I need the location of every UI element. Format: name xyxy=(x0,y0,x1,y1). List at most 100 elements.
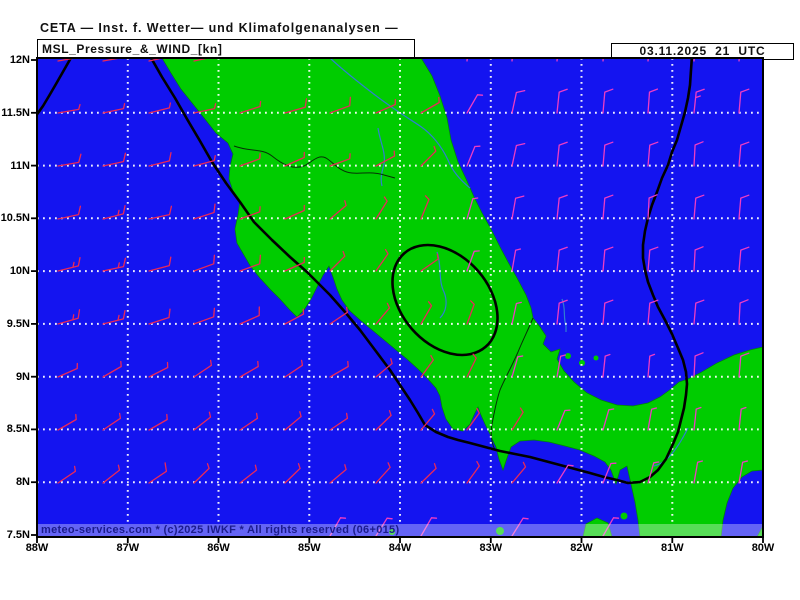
wind-barb xyxy=(329,306,349,325)
island xyxy=(620,512,628,520)
wind-barb xyxy=(148,413,168,431)
wind-barbs-layer xyxy=(57,58,750,537)
wind-barb xyxy=(693,299,705,325)
wind-barb xyxy=(193,411,212,431)
wind-barb xyxy=(57,413,77,431)
wind-barb xyxy=(239,360,259,378)
datetime-label-box: 03.11.2025 21 UTC xyxy=(611,43,794,60)
wind-barb xyxy=(511,142,526,167)
country-border xyxy=(233,145,396,179)
wind-barb xyxy=(102,464,121,484)
wind-barb xyxy=(102,257,127,272)
wind-barb xyxy=(193,103,217,114)
wind-barb xyxy=(375,302,391,325)
wind-barb xyxy=(375,98,396,114)
wind-barb xyxy=(329,200,347,220)
wind-barb xyxy=(57,103,81,114)
wind-barb xyxy=(511,461,527,484)
wind-barb xyxy=(738,299,749,325)
wind-barb xyxy=(511,517,529,537)
wind-barb xyxy=(239,306,260,325)
island xyxy=(389,529,395,535)
wind-barb xyxy=(239,100,262,114)
wind-barb xyxy=(693,194,705,220)
wind-barb xyxy=(511,407,524,431)
lat-tick-label: 11N xyxy=(10,159,30,172)
wind-barb xyxy=(329,250,346,272)
wind-barb xyxy=(375,150,396,167)
wind-barb xyxy=(647,194,658,220)
wind-barb xyxy=(102,204,126,220)
wind-barb xyxy=(193,463,210,484)
wind-barb xyxy=(57,205,82,220)
wind-barb xyxy=(57,58,79,62)
wind-barb xyxy=(420,354,434,378)
wind-barb xyxy=(556,88,568,114)
wind-barb xyxy=(102,58,124,62)
axis-ticks xyxy=(31,59,764,543)
wind-barb xyxy=(602,462,617,484)
wind-barb xyxy=(602,408,615,431)
central-america-landmass xyxy=(161,58,763,537)
wind-barb xyxy=(148,256,172,272)
wind-barb xyxy=(466,407,480,431)
wind-barb xyxy=(693,352,704,378)
wind-barb xyxy=(102,152,127,167)
wind-barb xyxy=(284,463,301,484)
wind-barb xyxy=(239,464,258,484)
wind-barb xyxy=(284,359,304,378)
wind-barb xyxy=(102,309,126,325)
wind-barb xyxy=(375,517,393,537)
country-border xyxy=(490,317,534,451)
isobar-closed-contour xyxy=(391,243,499,357)
wind-barb xyxy=(375,248,389,272)
wind-barb xyxy=(511,195,525,220)
lat-tick-label: 7.5N xyxy=(6,529,30,541)
wind-barb xyxy=(466,353,477,378)
wind-barb xyxy=(420,517,438,537)
lon-tick-label: 81W xyxy=(660,542,684,554)
lon-tick-label: 82W xyxy=(570,542,593,554)
wind-barb xyxy=(284,204,305,220)
wind-barb xyxy=(284,256,305,272)
wind-barb xyxy=(738,352,750,378)
wind-barb xyxy=(193,254,216,272)
wind-barb xyxy=(556,354,567,378)
wind-barb xyxy=(556,409,571,431)
wind-barb xyxy=(647,407,658,431)
wind-barb xyxy=(329,153,351,167)
wind-barb xyxy=(420,408,436,431)
wind-barb xyxy=(284,411,302,431)
watermark-credit: meteo-services.com * (c)2025 IWKF * All … xyxy=(41,524,400,536)
wind-barb xyxy=(239,153,261,167)
lon-tick-label: 80W xyxy=(751,542,775,554)
wind-barb xyxy=(284,151,305,167)
wind-barb xyxy=(602,88,614,114)
wind-barb xyxy=(57,309,81,325)
wind-barb xyxy=(420,145,437,167)
river xyxy=(377,127,385,187)
wind-barb xyxy=(738,194,750,220)
wind-barb xyxy=(466,94,484,114)
wind-barb xyxy=(193,307,216,325)
wind-barb xyxy=(57,153,82,167)
wind-barb xyxy=(329,517,347,537)
wind-barb xyxy=(148,361,169,378)
island xyxy=(496,527,504,535)
wind-barb xyxy=(57,362,78,378)
wind-barb xyxy=(148,102,172,114)
wind-barb xyxy=(148,308,171,325)
wind-barb xyxy=(511,355,524,378)
wind-barb xyxy=(647,353,656,378)
wind-barb xyxy=(647,88,659,114)
wind-barb xyxy=(738,460,749,484)
wind-barb xyxy=(693,460,704,484)
wind-barb xyxy=(375,462,391,484)
central-america-landmass xyxy=(756,525,763,537)
wind-barb xyxy=(102,103,126,114)
wind-barb xyxy=(647,461,660,484)
lon-tick-label: 87W xyxy=(116,542,140,554)
wind-barb xyxy=(239,206,261,220)
wind-barb xyxy=(466,250,480,272)
